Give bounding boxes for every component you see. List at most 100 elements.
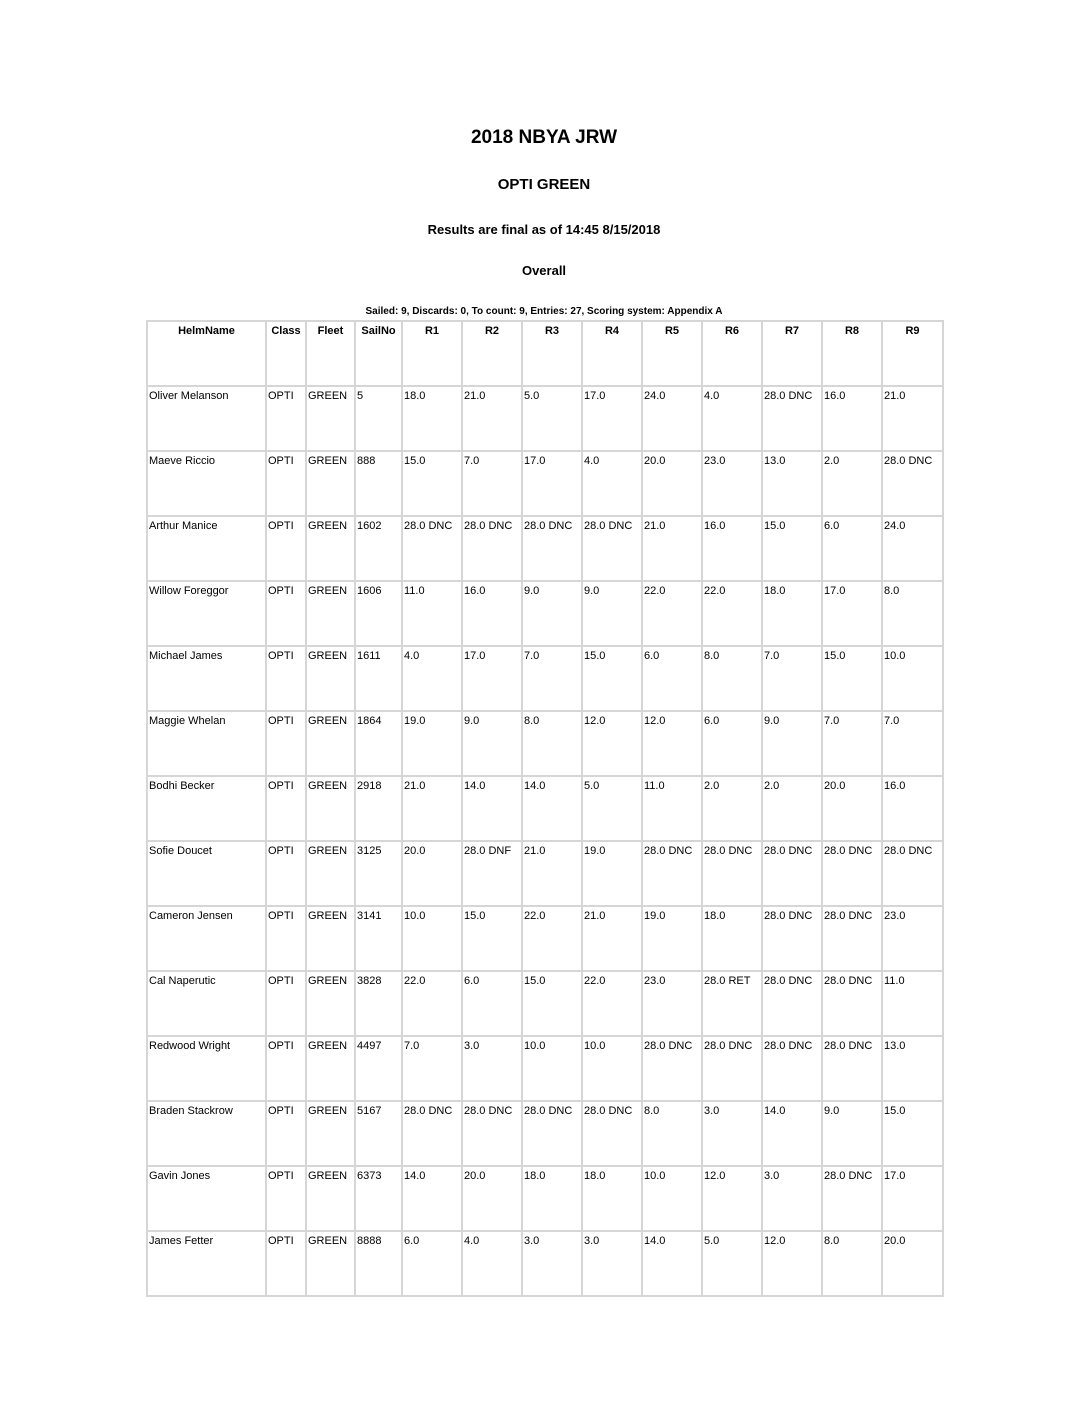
cell: 15.0 [761, 515, 823, 582]
cell: 3141 [354, 905, 403, 972]
cell: 7.0 [761, 645, 823, 712]
cell: 9.0 [461, 710, 523, 777]
cell: 6373 [354, 1165, 403, 1232]
cell: 5.0 [521, 385, 583, 452]
column-header: R5 [641, 320, 703, 387]
cell: 9.0 [521, 580, 583, 647]
cell: 3125 [354, 840, 403, 907]
cell: OPTI [265, 710, 307, 777]
table-body: Oliver Melanson OPTI GREEN 5 18.0 21.0 5.0 17.0… [146, 385, 944, 1297]
section: Overall [521, 263, 567, 278]
cell: 16.0 [821, 385, 883, 452]
cell: OPTI [265, 1230, 307, 1297]
cell: Oliver Melanson [146, 385, 267, 452]
cell: 10.0 [881, 645, 944, 712]
cell: 3.0 [701, 1100, 763, 1167]
cell: 28.0 DNC [641, 840, 703, 907]
result-row: Arthur Manice OPTI GREEN 1602 28.0 DNC 28.0 D… [146, 515, 944, 582]
result-row: Maggie Whelan OPTI GREEN 1864 19.0 9.0 8.0 12.0… [146, 710, 944, 777]
cell: GREEN [305, 645, 356, 712]
cell: 9.0 [581, 580, 643, 647]
cell: GREEN [305, 1165, 356, 1232]
cell: 14.0 [401, 1165, 463, 1232]
cell: 28.0 DNC [401, 1100, 463, 1167]
cell: OPTI [265, 1100, 307, 1167]
result-row: Sofie Doucet OPTI GREEN 3125 20.0 28.0 DNF 21.… [146, 840, 944, 907]
cell: 3828 [354, 970, 403, 1037]
cell: 4.0 [461, 1230, 523, 1297]
cell: 1602 [354, 515, 403, 582]
cell: 2.0 [821, 450, 883, 517]
cell: GREEN [305, 905, 356, 972]
cell: OPTI [265, 840, 307, 907]
result-row: Oliver Melanson OPTI GREEN 5 18.0 21.0 5.0 17.0… [146, 385, 944, 452]
cell: 10.0 [401, 905, 463, 972]
result-row: Cal Naperutic OPTI GREEN 3828 22.0 6.0 15.0 22.… [146, 970, 944, 1037]
cell: 28.0 DNC [521, 1100, 583, 1167]
column-header: R9 [881, 320, 944, 387]
cell: 8.0 [521, 710, 583, 777]
title: 2018 NBYA JRW [470, 127, 618, 148]
column-header: R3 [521, 320, 583, 387]
cell: 28.0 DNC [761, 970, 823, 1037]
cell: 17.0 [461, 645, 523, 712]
cell: 20.0 [401, 840, 463, 907]
result-row: James Fetter OPTI GREEN 8888 6.0 4.0 3.0 3.0 14.… [146, 1230, 944, 1297]
cell: 888 [354, 450, 403, 517]
cell: 20.0 [461, 1165, 523, 1232]
cell: 8.0 [821, 1230, 883, 1297]
result-row: Michael James OPTI GREEN 1611 4.0 17.0 7.0 15.0… [146, 645, 944, 712]
cell: 28.0 DNC [641, 1035, 703, 1102]
cell: 15.0 [821, 645, 883, 712]
cell: OPTI [265, 515, 307, 582]
cell: 11.0 [641, 775, 703, 842]
cell: OPTI [265, 1035, 307, 1102]
cell: 28.0 DNC [761, 385, 823, 452]
cell: 19.0 [641, 905, 703, 972]
cell: 18.0 [521, 1165, 583, 1232]
cell: 12.0 [761, 1230, 823, 1297]
column-header: R6 [701, 320, 763, 387]
cell: 2.0 [761, 775, 823, 842]
cell: 18.0 [701, 905, 763, 972]
status: Results are final as of 14:45 8/15/2018 [427, 222, 661, 237]
cell: 22.0 [521, 905, 583, 972]
cell: 5 [354, 385, 403, 452]
cell: 28.0 DNC [881, 840, 944, 907]
cell: 3.0 [761, 1165, 823, 1232]
cell: 17.0 [581, 385, 643, 452]
cell: 2.0 [701, 775, 763, 842]
cell: 22.0 [641, 580, 703, 647]
cell: 28.0 DNC [521, 515, 583, 582]
cell: 24.0 [881, 515, 944, 582]
cell: 12.0 [641, 710, 703, 777]
cell: OPTI [265, 775, 307, 842]
cell: 6.0 [701, 710, 763, 777]
cell: GREEN [305, 580, 356, 647]
cell: 28.0 DNF [461, 840, 523, 907]
result-row: Willow Foreggor OPTI GREEN 1606 11.0 16.0 9.0 9… [146, 580, 944, 647]
table-head: HelmName Class Fleet SailNo R1 R2 R3 R4 R5 R6 R7 R8… [146, 320, 944, 387]
cell: 22.0 [701, 580, 763, 647]
cell: 14.0 [521, 775, 583, 842]
cell: 20.0 [641, 450, 703, 517]
cell: 5.0 [581, 775, 643, 842]
cell: 5.0 [701, 1230, 763, 1297]
cell: Michael James [146, 645, 267, 712]
cell: OPTI [265, 905, 307, 972]
cell: 18.0 [401, 385, 463, 452]
cell: 17.0 [821, 580, 883, 647]
cell: 28.0 DNC [401, 515, 463, 582]
cell: 19.0 [401, 710, 463, 777]
cell: Maggie Whelan [146, 710, 267, 777]
cell: 6.0 [461, 970, 523, 1037]
cell: 15.0 [881, 1100, 944, 1167]
column-header: R4 [581, 320, 643, 387]
cell: 28.0 RET [701, 970, 763, 1037]
cell: Gavin Jones [146, 1165, 267, 1232]
cell: 22.0 [581, 970, 643, 1037]
cell: GREEN [305, 515, 356, 582]
cell: 21.0 [401, 775, 463, 842]
cell: 7.0 [881, 710, 944, 777]
